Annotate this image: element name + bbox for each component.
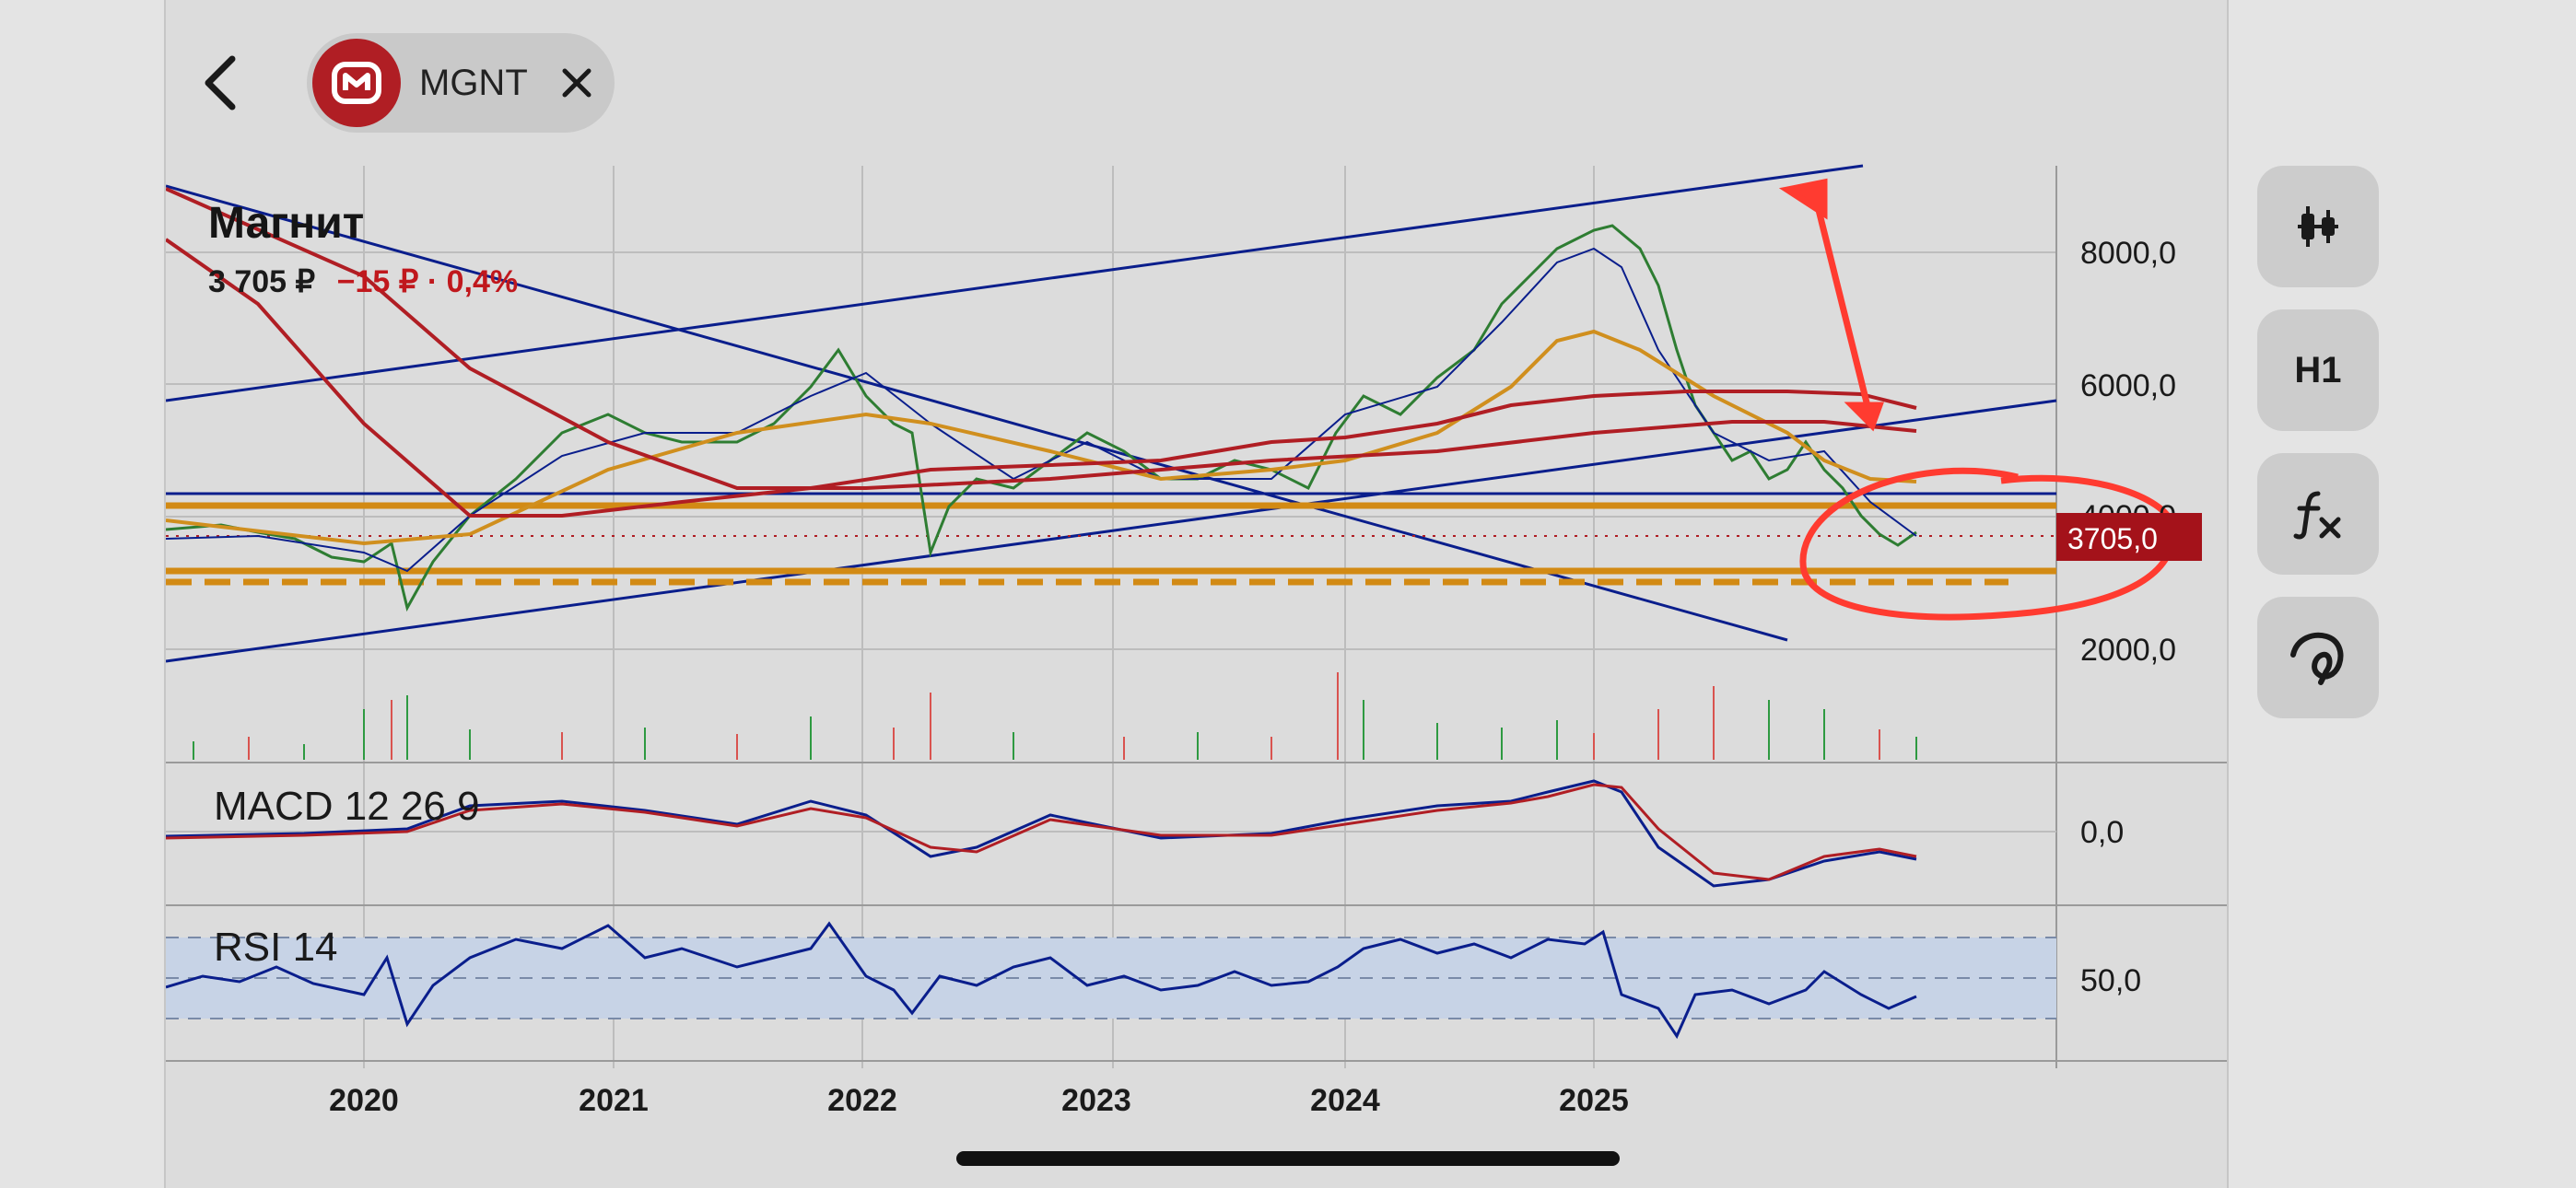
trend-lines [166, 164, 2057, 663]
descending-trend-line [166, 184, 1788, 642]
chart-svg[interactable]: 8000,0 6000,0 4000,0 2000,0 3705,0 0,0 5… [166, 0, 2227, 1188]
chevron-left-icon [205, 55, 236, 111]
indicators-button[interactable] [2257, 453, 2379, 575]
ma-long-red [166, 238, 1917, 518]
macd-signal-line [166, 783, 1917, 881]
time-label-2020: 2020 [329, 1083, 399, 1118]
current-price: 3 705 ₽ [208, 264, 316, 299]
drawing-button[interactable] [2257, 597, 2379, 718]
price-label-8000: 8000,0 [2080, 236, 2176, 271]
channel-lower-line [166, 399, 2057, 663]
vertical-grid [363, 166, 1595, 1068]
ma-longest-red [166, 187, 1917, 490]
time-label-2023: 2023 [1061, 1083, 1131, 1118]
chart-area[interactable]: 8000,0 6000,0 4000,0 2000,0 3705,0 0,0 5… [164, 0, 2229, 1188]
current-price-tag: 3705,0 [2067, 522, 2158, 555]
chart-type-button[interactable] [2257, 166, 2379, 287]
time-label-2025: 2025 [1559, 1083, 1629, 1118]
price-label-2000: 2000,0 [2080, 633, 2176, 668]
function-fx-icon [2293, 491, 2341, 540]
back-button[interactable] [184, 46, 258, 120]
remove-ticker-button[interactable] [561, 67, 592, 99]
channel-upper-line [166, 164, 1864, 402]
annotation-arrow [1778, 178, 1884, 432]
timeframe-button[interactable]: H1 [2257, 309, 2379, 431]
macd-panel-label: MACD 12 26 9 [214, 784, 480, 829]
macd-axis-label: 0,0 [2080, 815, 2124, 850]
time-label-2022: 2022 [827, 1083, 897, 1118]
drawing-pen-icon [2290, 632, 2344, 685]
close-icon [562, 68, 591, 98]
rsi-panel-label: RSI 14 [214, 925, 338, 970]
price-grid [166, 251, 2056, 650]
ticker-chip[interactable]: MGNT [307, 33, 615, 133]
right-toolbar: H1 [2257, 166, 2379, 740]
home-indicator[interactable] [956, 1151, 1620, 1166]
ticker-symbol: MGNT [419, 62, 528, 103]
price-change: −15 ₽ · 0,4% [336, 264, 519, 299]
rsi-axis-label: 50,0 [2080, 963, 2141, 998]
time-label-2021: 2021 [579, 1083, 649, 1118]
candlestick-icon [2298, 206, 2338, 247]
current-price-tag-bg [2056, 513, 2202, 561]
left-margin [0, 0, 164, 1188]
volume-bars [193, 672, 1917, 760]
time-label-2024: 2024 [1310, 1083, 1380, 1118]
instrument-info: Магнит 3 705 ₽ −15 ₽ · 0,4% [208, 198, 518, 300]
magnit-logo-icon [312, 39, 401, 127]
instrument-name: Магнит [208, 199, 365, 248]
price-line-info: 3 705 ₽ −15 ₽ · 0,4% [208, 263, 518, 300]
price-label-6000: 6000,0 [2080, 368, 2176, 403]
rsi-line [166, 921, 1917, 1040]
